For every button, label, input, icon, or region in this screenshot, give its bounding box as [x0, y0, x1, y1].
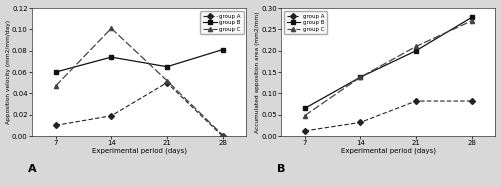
group A: [108, 115, 114, 117]
group A: [53, 124, 59, 126]
group A: [357, 121, 363, 123]
Legend: group A, group B, group C: group A, group B, group C: [200, 11, 243, 34]
group B: [468, 16, 474, 19]
Y-axis label: Apposition velocity (mm2/mm/day): Apposition velocity (mm2/mm/day): [6, 20, 11, 124]
group A: [468, 100, 474, 102]
group C: [53, 85, 59, 87]
group C: [108, 27, 114, 29]
group A: [302, 130, 308, 132]
group B: [219, 48, 225, 51]
group B: [302, 107, 308, 109]
Line: group B: group B: [303, 15, 474, 110]
group A: [219, 135, 225, 137]
Line: group C: group C: [303, 19, 474, 118]
Text: A: A: [28, 164, 36, 174]
Line: group A: group A: [54, 81, 224, 138]
Line: group A: group A: [303, 99, 474, 133]
Line: group C: group C: [54, 26, 224, 137]
group C: [413, 45, 419, 47]
group C: [302, 114, 308, 117]
group C: [164, 79, 170, 82]
group C: [357, 76, 363, 78]
Text: B: B: [277, 164, 285, 174]
group B: [357, 76, 363, 78]
group A: [413, 100, 419, 102]
group C: [468, 20, 474, 22]
group B: [413, 50, 419, 52]
Y-axis label: Accumulated apposition area (mm2/mm): Accumulated apposition area (mm2/mm): [255, 11, 260, 133]
group B: [108, 56, 114, 58]
X-axis label: Experimental period (days): Experimental period (days): [92, 148, 186, 154]
Line: group B: group B: [54, 47, 224, 74]
group A: [164, 82, 170, 84]
Legend: group A, group B, group C: group A, group B, group C: [284, 11, 327, 34]
group B: [164, 66, 170, 68]
group C: [219, 134, 225, 136]
group B: [53, 71, 59, 73]
X-axis label: Experimental period (days): Experimental period (days): [341, 148, 436, 154]
